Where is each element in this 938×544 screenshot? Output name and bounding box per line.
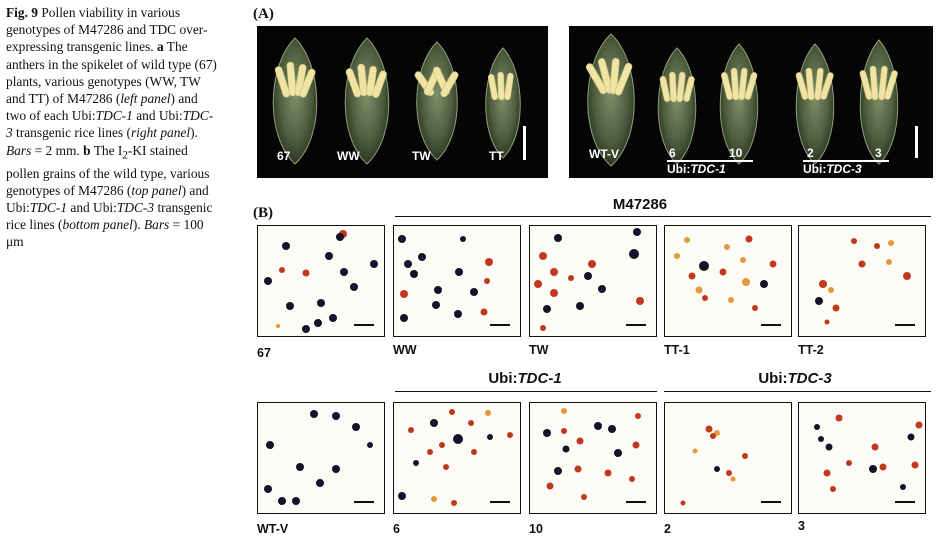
micrograph-label-tw: TW xyxy=(529,343,549,357)
scale-bar xyxy=(626,500,646,503)
spikelet-2 xyxy=(795,43,835,165)
spikelet-photo-right: WT-V 6 10 2 3 Ubi:TDC-1 Ubi:TDC-3 xyxy=(569,26,933,178)
pollen-grains xyxy=(398,235,493,322)
group-title-m47286: M47286 xyxy=(612,196,668,213)
group-line-ubi-tdc1 xyxy=(395,391,657,392)
ubi-tdc1-photo-label: Ubi:TDC-1 xyxy=(667,160,753,176)
ubi-tdc3-photo-label: Ubi:TDC-3 xyxy=(803,160,889,176)
micrograph-6 xyxy=(393,402,521,514)
scale-bar xyxy=(626,323,646,326)
group-title-ubi-tdc1: Ubi:TDC-1 xyxy=(488,370,562,387)
micrograph-ww xyxy=(393,225,521,337)
micrograph-tt-2 xyxy=(798,225,926,337)
micrograph-label-2: 2 xyxy=(664,522,671,536)
scale-bar xyxy=(490,500,510,503)
micrograph-label-ww: WW xyxy=(393,343,417,357)
spikelet-tw xyxy=(414,41,459,161)
pollen-grains xyxy=(264,230,378,333)
spikelet-ww xyxy=(344,37,390,165)
micrograph-label-6: 6 xyxy=(393,522,400,536)
micrograph-tw xyxy=(529,225,657,337)
scale-bar xyxy=(354,323,374,326)
micrograph-wt-v xyxy=(257,402,385,514)
spikelet-tt xyxy=(485,47,521,159)
spikelet-label-67: 67 xyxy=(277,149,291,163)
pollen-grains xyxy=(815,238,911,325)
micrograph-label-tt-1: TT-1 xyxy=(664,343,690,357)
spikelet-label-2: 2 xyxy=(807,146,814,160)
fig-label: Fig. 9 xyxy=(6,5,38,20)
scale-bar xyxy=(895,500,915,503)
pollen-grains xyxy=(680,425,748,506)
pollen-grains xyxy=(814,414,923,492)
pollen-grains xyxy=(674,235,777,311)
spikelet-67 xyxy=(272,37,318,165)
spikelet-label-tt: TT xyxy=(489,149,504,163)
micrograph-3 xyxy=(798,402,926,514)
spikelet-illustration-left xyxy=(272,37,521,165)
scale-bar xyxy=(490,323,510,326)
scale-bar xyxy=(354,500,374,503)
spikelet-3 xyxy=(859,39,899,165)
panel-a-label: (A) xyxy=(253,6,274,22)
spikelet-label-ww: WW xyxy=(337,149,360,163)
scale-bar xyxy=(761,500,781,503)
group-line-ubi-tdc3 xyxy=(664,391,931,392)
micrograph-label-67: 67 xyxy=(257,346,271,360)
scale-bar-right xyxy=(915,126,918,158)
spikelet-label-wt-v: WT-V xyxy=(589,147,619,161)
micrograph-label-tt-2: TT-2 xyxy=(798,343,824,357)
micrograph-10 xyxy=(529,402,657,514)
spikelet-wt-v xyxy=(585,33,635,167)
micrograph-2 xyxy=(664,402,792,514)
pollen-grains xyxy=(543,408,641,500)
spikelet-label-tw: TW xyxy=(412,149,431,163)
group-title-ubi-tdc3: Ubi:TDC-3 xyxy=(758,370,832,387)
figure-caption: Fig. 9 Pollen viability in various genot… xyxy=(6,5,217,250)
spikelet-illustration-right xyxy=(585,33,899,167)
micrograph-label-wt-v: WT-V xyxy=(257,522,289,536)
pollen-grains xyxy=(534,228,644,331)
spikelet-label-3: 3 xyxy=(875,146,882,160)
scale-bar-left xyxy=(523,126,526,160)
micrograph-label-3: 3 xyxy=(798,519,805,533)
scale-bar xyxy=(761,323,781,326)
spikelet-10 xyxy=(719,43,759,165)
spikelet-6 xyxy=(657,47,697,165)
micrograph-67 xyxy=(257,225,385,337)
spikelet-label-10: 10 xyxy=(729,146,743,160)
spikelet-label-6: 6 xyxy=(669,146,676,160)
group-line-m47286 xyxy=(395,216,931,217)
pollen-grains xyxy=(398,409,513,506)
scale-bar xyxy=(895,323,915,326)
micrograph-tt-1 xyxy=(664,225,792,337)
micrograph-label-10: 10 xyxy=(529,522,543,536)
spikelet-photo-left: 67 WW TW TT xyxy=(257,26,548,178)
panel-b-label: (B) xyxy=(253,205,273,221)
pollen-grains xyxy=(264,410,373,505)
